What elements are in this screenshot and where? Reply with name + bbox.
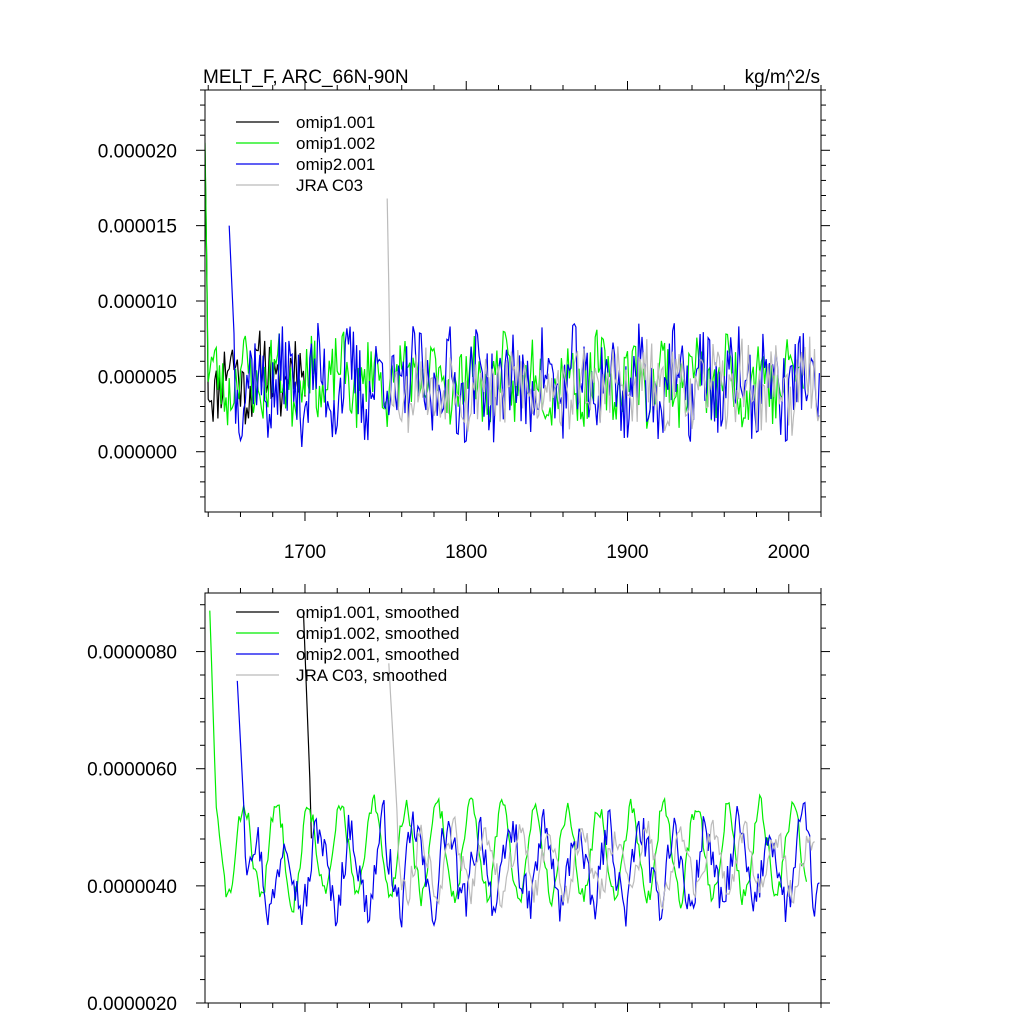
series-line-2 — [236, 680, 820, 928]
y-tick-label: 0.000000 — [98, 443, 177, 464]
legend-label: omip1.002, smoothed — [296, 624, 460, 643]
series-line-3 — [386, 198, 820, 436]
y-tick-label: 0.0000060 — [87, 760, 177, 781]
legend-label: omip2.001, smoothed — [296, 645, 460, 664]
chart-title: MELT_F, ARC_66N-90N — [203, 67, 409, 88]
top-panel: 1700 1800 1900 2000 0.000000 0.000005 0.000010… — [98, 81, 830, 563]
series-line-3 — [388, 663, 815, 911]
legend-label: omip2.001 — [296, 155, 375, 174]
x-tick-label: 1900 — [606, 542, 648, 563]
x-tick-label: 2000 — [768, 542, 810, 563]
bottom-panel: 0.0000020 0.0000040 0.0000060 0.0000080 omip… — [87, 584, 830, 1015]
x-tick-label: 1800 — [445, 542, 487, 563]
legend-label: omip1.002 — [296, 134, 375, 153]
legend-label: JRA C03 — [296, 176, 363, 195]
y-tick-label: 0.0000040 — [87, 877, 177, 898]
y-tick-label: 0.000005 — [98, 367, 177, 388]
series-line-0 — [302, 610, 312, 839]
plot-frame — [204, 592, 822, 1004]
legend-label: omip1.001, smoothed — [296, 603, 460, 622]
y-tick-label: 0.0000080 — [87, 643, 177, 664]
y-tick-label: 0.000015 — [98, 217, 177, 238]
chart-units: kg/m^2/s — [745, 67, 820, 88]
x-tick-label: 1700 — [284, 542, 326, 563]
legend-label: JRA C03, smoothed — [296, 666, 447, 685]
y-tick-label: 0.0000020 — [87, 994, 177, 1015]
y-tick-label: 0.000020 — [98, 141, 177, 162]
legend-label: omip1.001 — [296, 113, 375, 132]
y-tick-label: 0.000010 — [98, 292, 177, 313]
plot-frame — [204, 89, 822, 513]
